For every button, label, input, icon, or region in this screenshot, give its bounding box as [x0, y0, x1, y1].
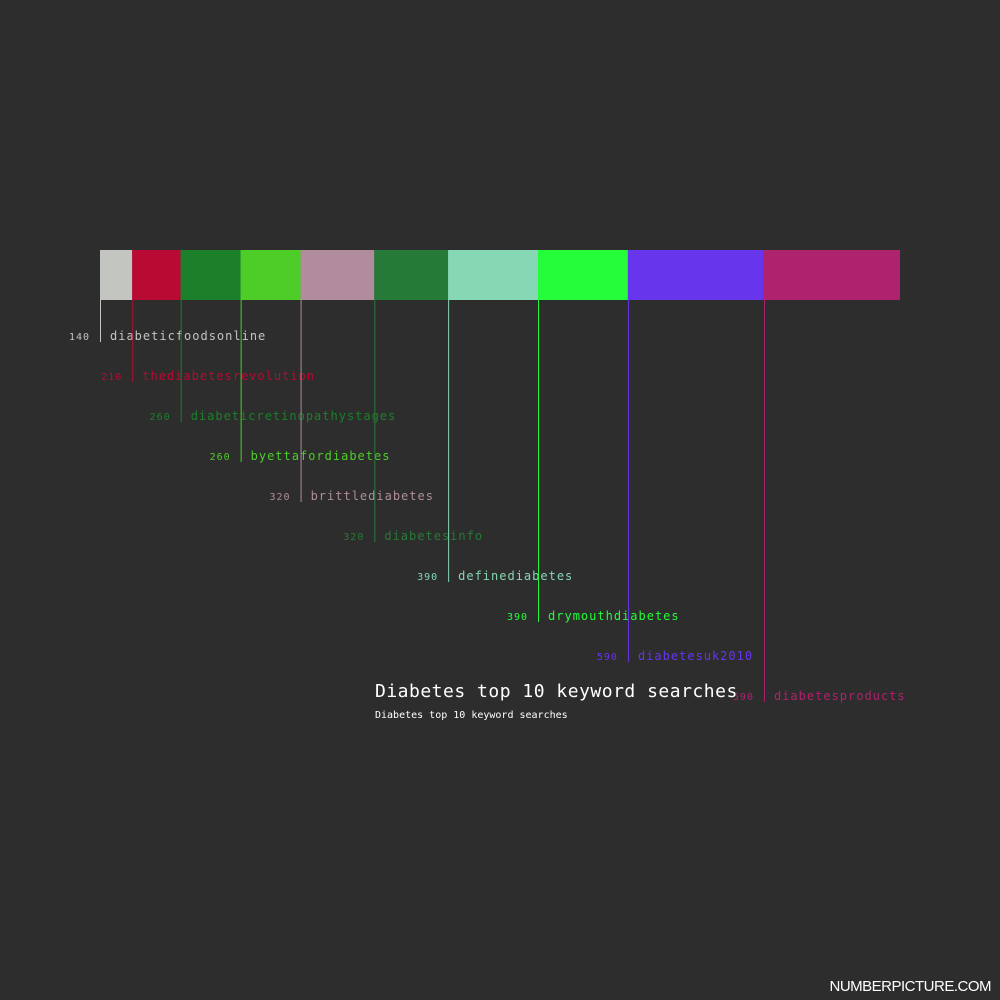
category-label-5: diabetesinfo	[384, 529, 483, 543]
bar-segment-7[interactable]	[538, 250, 628, 300]
value-label-5: 320	[343, 532, 364, 543]
bar-segment-1[interactable]	[132, 250, 181, 300]
value-label-2: 260	[150, 412, 171, 423]
value-label-3: 260	[210, 452, 231, 463]
bar-segment-0[interactable]	[100, 250, 133, 300]
value-label-0: 140	[69, 332, 90, 343]
category-label-0: diabeticfoodsonline	[110, 329, 266, 343]
category-label-6: definediabetes	[458, 569, 573, 583]
value-label-1: 210	[101, 372, 122, 383]
category-label-9: diabetesproducts	[774, 689, 906, 703]
category-label-8: diabetesuk2010	[638, 649, 753, 663]
bar-segment-4[interactable]	[300, 250, 375, 300]
bar-segment-3[interactable]	[240, 250, 301, 300]
category-label-1: thediabetesrevolution	[142, 369, 315, 383]
category-label-7: drymouthdiabetes	[548, 609, 680, 623]
category-label-3: byettafordiabetes	[251, 449, 391, 463]
brand-logo[interactable]: NUMBERPICTURE.COM	[829, 978, 991, 995]
bar-segment-5[interactable]	[374, 250, 449, 300]
bar-segment-8[interactable]	[627, 250, 764, 300]
chart-subtitle: Diabetes top 10 keyword searches	[375, 710, 568, 721]
value-label-4: 320	[270, 492, 291, 503]
category-label-4: brittlediabetes	[311, 489, 434, 503]
bar-segment-6[interactable]	[448, 250, 539, 300]
value-label-7: 390	[507, 612, 528, 623]
value-label-8: 590	[597, 652, 618, 663]
value-label-6: 390	[417, 572, 438, 583]
bar-segment-2[interactable]	[180, 250, 241, 300]
category-label-2: diabeticretinopathystages	[191, 409, 397, 423]
bar-segment-9[interactable]	[763, 250, 900, 300]
value-label-9: 590	[733, 692, 754, 703]
chart-title: Diabetes top 10 keyword searches	[375, 681, 738, 702]
